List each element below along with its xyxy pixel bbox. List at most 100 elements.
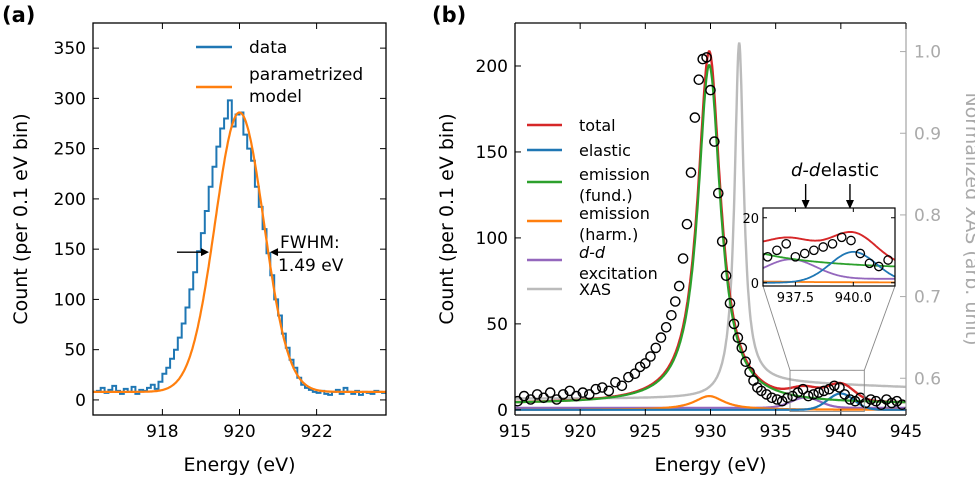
legend-label: emission [579,204,650,223]
data-point [693,74,705,85]
data-point [645,351,656,362]
data-point [748,375,759,386]
data-point [577,387,589,398]
data-point [818,385,830,397]
panel-a-xtick-label: 922 [300,422,332,442]
data-point [531,389,543,400]
data-point [597,382,608,393]
panel-b-ytick-right-label: 0.9 [914,124,941,144]
fwhm-value: 1.49 eV [278,256,344,276]
panel-b-legend: totalelasticemission(fund.)emission(harm… [527,116,658,299]
data-point [808,389,819,400]
inset-data-point [772,245,782,256]
data-point [787,390,798,402]
legend-label: total [579,116,616,135]
data-point [716,236,728,247]
annotation-dd: d-d [791,160,821,181]
data-point [713,187,724,199]
data-point [650,342,662,354]
panel-b-ytick-right-label: 0.7 [914,288,941,308]
inset-data-point [818,242,829,252]
data-point [782,392,793,404]
data-point [865,394,877,405]
inset-data-point [836,232,847,243]
legend-label-line2: (fund.) [579,186,633,205]
inset-series-dd [763,258,895,280]
data-point [564,385,576,397]
data-point [590,383,602,395]
legend-model-label-2: model [249,87,302,107]
inset-frame [762,207,896,287]
data-point [740,356,752,368]
inset-data-point [790,251,801,262]
inset-ytick-label: 0 [751,277,759,292]
panel-b-ylabel-right: Normalized XAS (arb. unit) [961,92,975,345]
data-point [870,395,882,407]
data-point [813,387,825,398]
annotation-arrowhead [845,200,854,209]
data-point [616,380,628,392]
fwhm-arrowhead-left [200,248,209,257]
data-point [724,297,736,309]
panel-a-xtick-label: 918 [146,422,178,442]
panel-b-label: (b) [432,3,466,27]
data-point [525,394,536,405]
panel-a-ytick-label: 100 [54,290,86,310]
panel-b-xtick-label: 935 [759,422,791,442]
panel-b-xtick-label: 930 [694,422,726,442]
data-point [685,167,697,178]
data-point [709,136,720,147]
inset-data-point [846,235,856,246]
legend-label: elastic [579,141,631,160]
data-point [629,368,641,380]
inset-series-total [763,231,895,261]
series-emission-fund [515,64,906,404]
panel-b-xtick-label: 920 [564,422,596,442]
data-point [538,392,550,404]
inset-data-point [781,238,792,249]
panel-a-ylabel: Count (per 0.1 eV bin) [10,113,32,324]
data-point [634,361,646,373]
fwhm-arrowhead-right [270,248,279,257]
data-point [881,394,892,405]
data-point [776,395,788,407]
data-point [640,358,651,369]
data-point [689,112,701,123]
panel-b-xlabel: Energy (eV) [654,454,766,476]
panel-b-xtick-label: 945 [890,422,922,442]
panel-a-ytick-label: 250 [54,140,86,160]
data-point [551,394,563,405]
inset-data-point [855,248,866,259]
fwhm-label: FWHM: [280,233,340,253]
panel-b-ytick-label: 0 [497,401,508,421]
panel-a-xlabel: Energy (eV) [183,454,295,476]
data-point [557,389,569,400]
data-point [584,389,595,400]
data-point [860,397,871,409]
data-point [728,318,740,330]
inset-data-point [883,255,893,265]
inset: 937.5 940.0 0 20 [742,207,896,413]
data-point [803,390,814,402]
data-point [771,394,783,405]
panel-b-ylabel: Count (per 0.1 eV bin) [436,113,458,324]
data-point [891,395,903,407]
series-parametrized-model [93,111,386,393]
data-point [623,371,634,383]
inset-xtick-label: 937.5 [777,291,814,306]
panel-a-label: (a) [2,3,35,27]
panel-a-ytick-label: 150 [54,240,86,260]
annotation-elastic: elastic [821,160,879,181]
data-point [673,280,685,292]
panel-b-xtick-label: 940 [825,422,857,442]
panel-b-xtick-label: 915 [499,422,531,442]
legend-label-line2: excitation [579,264,658,283]
data-point [610,376,621,388]
series-dd-excitation [515,396,906,409]
panel-b-ytick-right-label: 1.0 [914,43,941,63]
panel-b-xtick-label: 925 [629,422,661,442]
panel-a-ytick-label: 0 [75,391,86,411]
panel-a: (a) 918 920 922 0 50 100 150 200 250 300 350 FWHM:… [2,3,387,476]
